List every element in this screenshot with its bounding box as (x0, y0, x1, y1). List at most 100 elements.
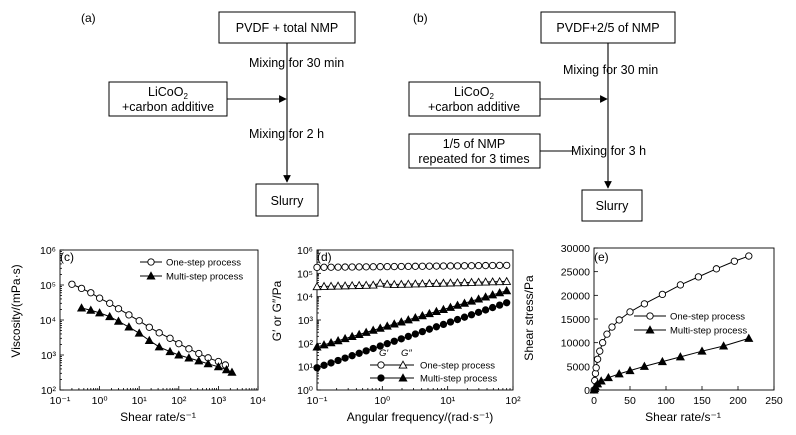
flowchart-b: (b) PVDF+2/5 of NMP Mixing for 30 min Li… (408, 11, 676, 222)
chart-d-series-3-point (390, 337, 398, 345)
chart-d-xlabel: Angular frequency/(rad·s⁻¹) (347, 410, 493, 424)
chart-c-series-2-point (221, 364, 232, 374)
chart-c-series-1-point (68, 280, 76, 288)
chart-d-ytick-label: 10⁵ (297, 268, 313, 280)
chart-c-ytick-label: 10³ (41, 350, 57, 362)
chart-d-series-3-point (488, 303, 497, 312)
chart-d-series-2-point (495, 276, 505, 286)
box-licoo2-a-line1: LiCoO2 (148, 85, 188, 101)
chart-e-series-2-legend-marker (645, 325, 655, 334)
chart-e-series-2-point (675, 352, 685, 361)
chart-d-series-2-point (417, 278, 427, 288)
chart-c-ytick-label: 10⁵ (40, 280, 56, 292)
chart-d-series-3-point (418, 327, 427, 336)
chart-d-ytick-label: 10³ (298, 315, 314, 327)
chart-d-series-1-point (446, 262, 455, 270)
chart-d-series-2-point (312, 281, 322, 291)
chart-c-series-2-point (227, 367, 237, 376)
chart-d-legend-label: One-step process (420, 361, 495, 372)
chart-e-series-2-point (719, 341, 729, 350)
chart-d-xtick-label: 10⁰ (374, 395, 391, 407)
chart-d-series-2-point (488, 277, 498, 286)
chart-e-series-1-legend-marker (646, 312, 654, 320)
chart-d-ytick-label: 10⁴ (297, 292, 313, 304)
chart-e-series-1-point (694, 273, 703, 281)
chart-c-series-2-point (124, 322, 134, 331)
chart-c-series-1-point (135, 317, 143, 325)
chart-c-series-2-point (154, 342, 164, 351)
chart-e-series-1-line (593, 255, 749, 391)
chart-d-ytick-label: 10¹ (298, 362, 314, 374)
chart-c-series-1-point (155, 329, 163, 337)
chart-d-series-4-point (410, 313, 420, 322)
chart-d-series-3-point (425, 325, 434, 333)
chart-e-series-1-point (596, 347, 604, 355)
chart-d-xtick-label: 10¹ (440, 395, 456, 407)
chart-d-series-2-point (502, 276, 512, 285)
chart-d-series-4-point (354, 329, 364, 338)
box-slurry-b-text: Slurry (596, 199, 629, 213)
chart-e-ytick-label: 15000 (561, 314, 590, 326)
chart-d-ytick-label: 10⁶ (297, 245, 313, 257)
chart-d-series-4-point (375, 323, 385, 332)
chart-d-series-2-point (431, 278, 441, 287)
chart-c-xlabel: Shear rate/s⁻¹ (120, 410, 196, 424)
chart-d-series-4-point (466, 296, 477, 305)
chart-c-series-2-legend-marker (146, 271, 156, 280)
chart-e-series-2-point (625, 365, 635, 375)
chart-d-series-2-point (459, 277, 470, 287)
chart-c-series-2-point (203, 359, 213, 368)
chart-e-ytick-label: 20000 (561, 290, 590, 302)
panel-label-d: (d) (317, 250, 332, 264)
chart-d-series-1-point (383, 262, 391, 271)
chart-e-ytick-label: 30000 (561, 243, 590, 255)
chart-d-ytick-label: 10² (298, 338, 314, 350)
chart-d-series-2-point (354, 280, 364, 289)
chart-d-series-4-point (389, 319, 399, 328)
chart-d-series-2-point (361, 280, 371, 289)
chart-d-series-1-point (411, 262, 419, 270)
chart-d-series-3-point (376, 342, 384, 350)
chart-d-series-1-point (503, 261, 511, 269)
step-mixing-2h-a: Mixing for 2 h (249, 127, 324, 141)
chart-d-series-1-point (327, 263, 335, 271)
chart-d-series-3-point (369, 344, 377, 353)
chart-d-series-4-point (396, 317, 406, 326)
chart-e-xtick-label: 250 (765, 395, 783, 407)
chart-e-series-2-point (657, 356, 667, 366)
chart-d-series-4-point (312, 342, 322, 351)
step-mixing-3h-b: Mixing for 3 h (571, 144, 646, 158)
chart-d-series-3-point (411, 330, 419, 338)
chart-d-series-4-point (382, 321, 392, 330)
box-slurry-a (255, 183, 319, 217)
chart-d-series-2-point (382, 279, 392, 288)
box-pvdf-total-nmp (218, 11, 356, 44)
chart-e-series-2-point (697, 346, 707, 355)
box-nmp-repeated-line1: 1/5 of NMP (443, 137, 506, 151)
chart-d-series-2-point (396, 279, 406, 288)
chart-d-series-3-point (460, 313, 469, 321)
chart-d-series-2-point (375, 278, 385, 287)
box-nmp-repeated-line2: repeated for 3 times (418, 152, 529, 166)
box-pvdf-2-5-nmp-text: PVDF+2/5 of NMP (556, 21, 659, 35)
box-licoo2-b-line1: LiCoO2 (454, 85, 494, 101)
chart-c-series-1-point (114, 305, 123, 313)
chart-c-series-1-point (145, 323, 153, 331)
chart-d-legend-label: Multi-step process (420, 374, 497, 385)
chart-e-series-1-legend-label: One-step process (670, 312, 745, 323)
chart-c-xtick-label: 10⁴ (250, 395, 266, 407)
chart-d-series-1-point (320, 263, 328, 271)
chart-d-series-3-point (383, 340, 391, 348)
chart-d-xtick-label: 10⁻¹ (307, 395, 328, 407)
chart-e-series-2-point (639, 361, 649, 370)
chart-e-series-2-legend-label: Multi-step process (670, 326, 747, 337)
chart-e-series-1-point (603, 330, 611, 338)
chart-d-series-4-point (459, 298, 470, 307)
chart-d-series-1-point (355, 263, 363, 271)
chart-d-series-4-point (474, 294, 484, 303)
chart-d-series-2-point (403, 279, 413, 288)
chart-d-series-1-point (467, 262, 476, 270)
chart-d-series-2-point (481, 277, 491, 286)
chart-d-series-1-point (418, 262, 427, 270)
chart-e: (e) Shear rate/s⁻¹ Shear stress/Pa 0 50 10… (522, 243, 783, 424)
